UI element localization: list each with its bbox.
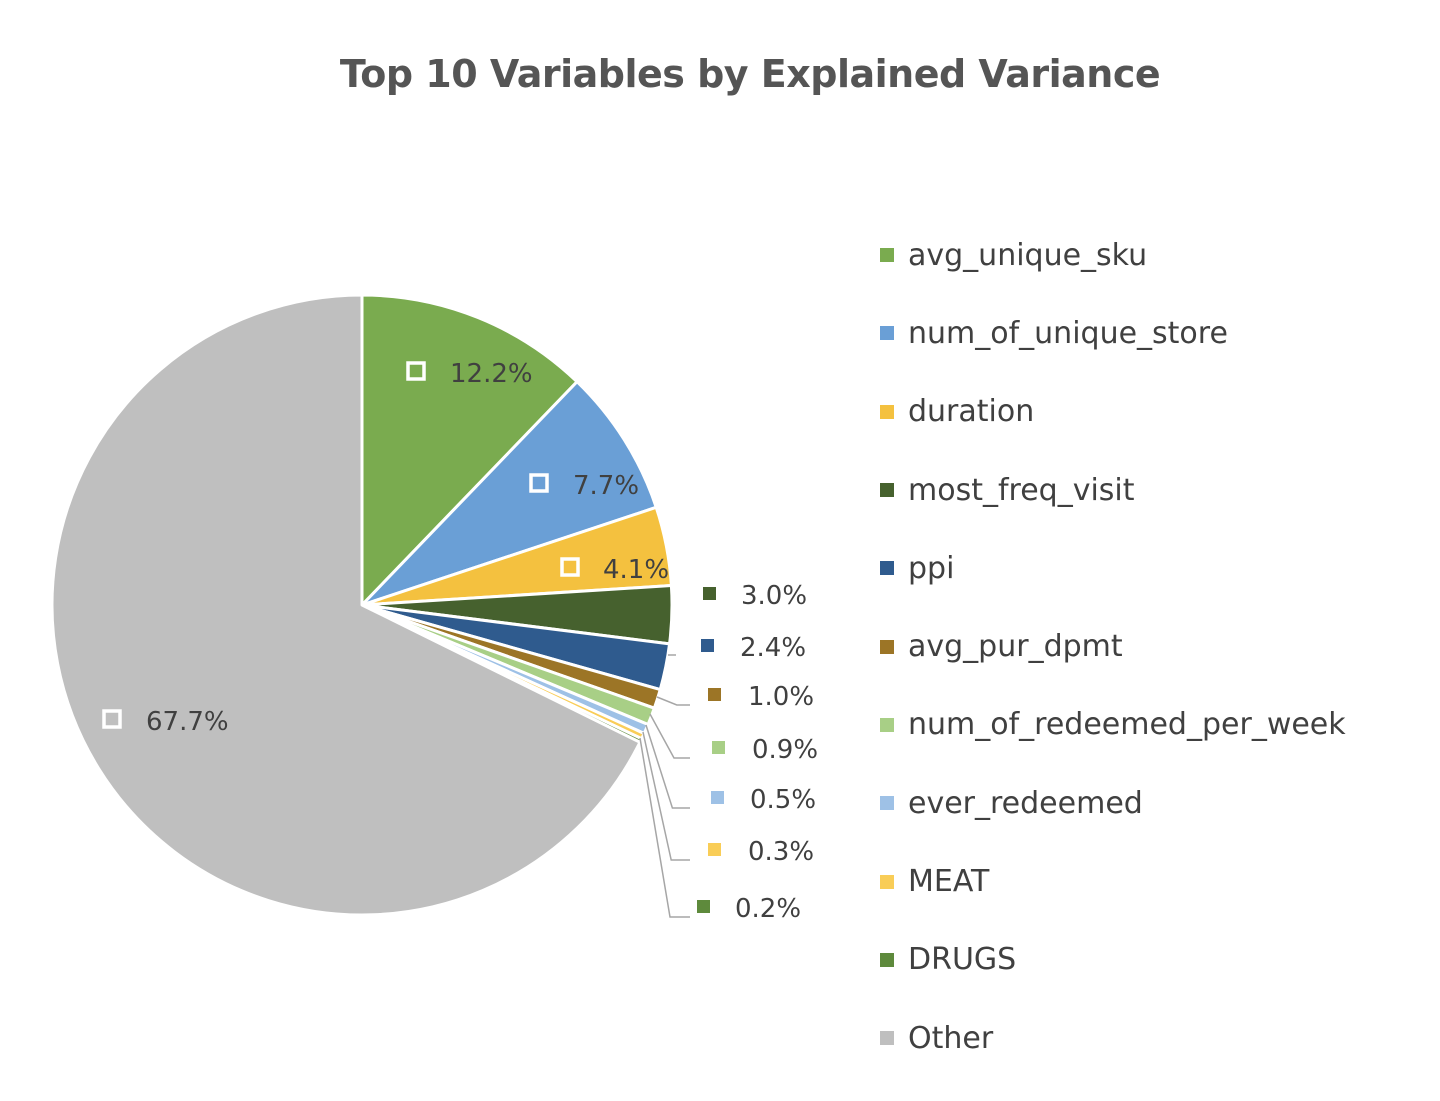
data-label-avg-unique-sku: 12.2% [450,359,533,389]
legend-item-other: Other [880,999,1346,1077]
label-key-avg-pur-dpmt [708,688,721,701]
label-marker-num-of-unique-store [529,473,549,493]
legend-swatch [880,717,894,732]
legend-label: avg_unique_sku [908,237,1148,273]
label-key-ever-redeemed [711,791,724,804]
legend-swatch [880,326,894,341]
legend-label: ppi [908,550,955,586]
pie-slice-num-of-unique-store [360,380,658,607]
label-key-num-of-redeemed-per-week [712,741,725,754]
legend-item-ever-redeemed: ever_redeemed [880,764,1346,842]
legend-swatch [880,483,894,498]
legend-swatch [880,796,894,811]
data-label-num-of-unique-store: 7.7% [573,471,639,501]
label-marker-avg-unique-sku [406,361,426,381]
label-marker-other [102,709,122,729]
data-label-ever-redeemed: 0.5% [750,785,816,815]
legend-swatch [880,952,894,967]
data-labels: 12.2% 7.7% 4.1% 3.0% 2.4% 1.0% 0.9% 0.5% 0.3% 0.2… [102,359,818,924]
legend-label: MEAT [908,864,990,900]
legend-item-num-of-redeemed-per-week: num_of_redeemed_per_week [880,686,1346,764]
legend-label: num_of_redeemed_per_week [908,707,1346,743]
leader-line-ever-redeemed [645,724,690,809]
data-label-num-of-redeemed-per-week: 0.9% [752,735,818,765]
legend-label: Other [908,1020,994,1056]
legend-item-avg-unique-sku: avg_unique_sku [880,216,1346,294]
label-key-drugs [697,900,710,913]
legend-item-duration: duration [880,373,1346,451]
data-label-duration: 4.1% [603,555,669,585]
legend-swatch [880,248,894,263]
legend-item-avg-pur-dpmt: avg_pur_dpmt [880,607,1346,685]
leader-line-drugs [639,737,690,918]
pie-slice-avg-unique-sku [360,293,579,607]
legend-item-ppi: ppi [880,529,1346,607]
data-label-drugs: 0.2% [735,894,801,924]
legend-swatch [880,874,894,889]
legend-item-meat: MEAT [880,842,1346,920]
legend-label: most_freq_visit [908,472,1135,508]
label-key-most-freq-visit [703,587,716,600]
data-label-avg-pur-dpmt: 1.0% [748,682,814,712]
label-marker-duration [560,557,580,577]
legend-swatch [880,561,894,576]
legend-swatch [880,404,894,419]
legend-item-most-freq-visit: most_freq_visit [880,451,1346,529]
leader-line-num-of-redeemed-per-week [649,713,690,759]
label-key-ppi [701,639,714,652]
legend-item-num-of-unique-store: num_of_unique_store [880,294,1346,372]
leader-line-avg-pur-dpmt [656,696,690,706]
legend-swatch [880,1031,894,1046]
legend-item-drugs: DRUGS [880,921,1346,999]
data-label-meat: 0.3% [748,837,814,867]
legend-label: num_of_unique_store [908,315,1228,351]
chart-title: Top 10 Variables by Explained Variance [339,52,1161,96]
data-label-most-freq-visit: 3.0% [741,581,807,611]
pie-slices [50,293,674,917]
data-label-other: 67.7% [146,707,229,737]
label-key-meat [708,843,721,856]
legend-label: avg_pur_dpmt [908,629,1123,665]
legend-label: duration [908,394,1035,430]
legend-label: DRUGS [908,942,1017,978]
leader-lines [639,654,690,918]
pie-slice-other [50,293,642,917]
legend-swatch [880,639,894,654]
legend-label: ever_redeemed [908,785,1143,821]
data-label-ppi: 2.4% [740,633,806,663]
leader-line-meat [642,731,690,861]
